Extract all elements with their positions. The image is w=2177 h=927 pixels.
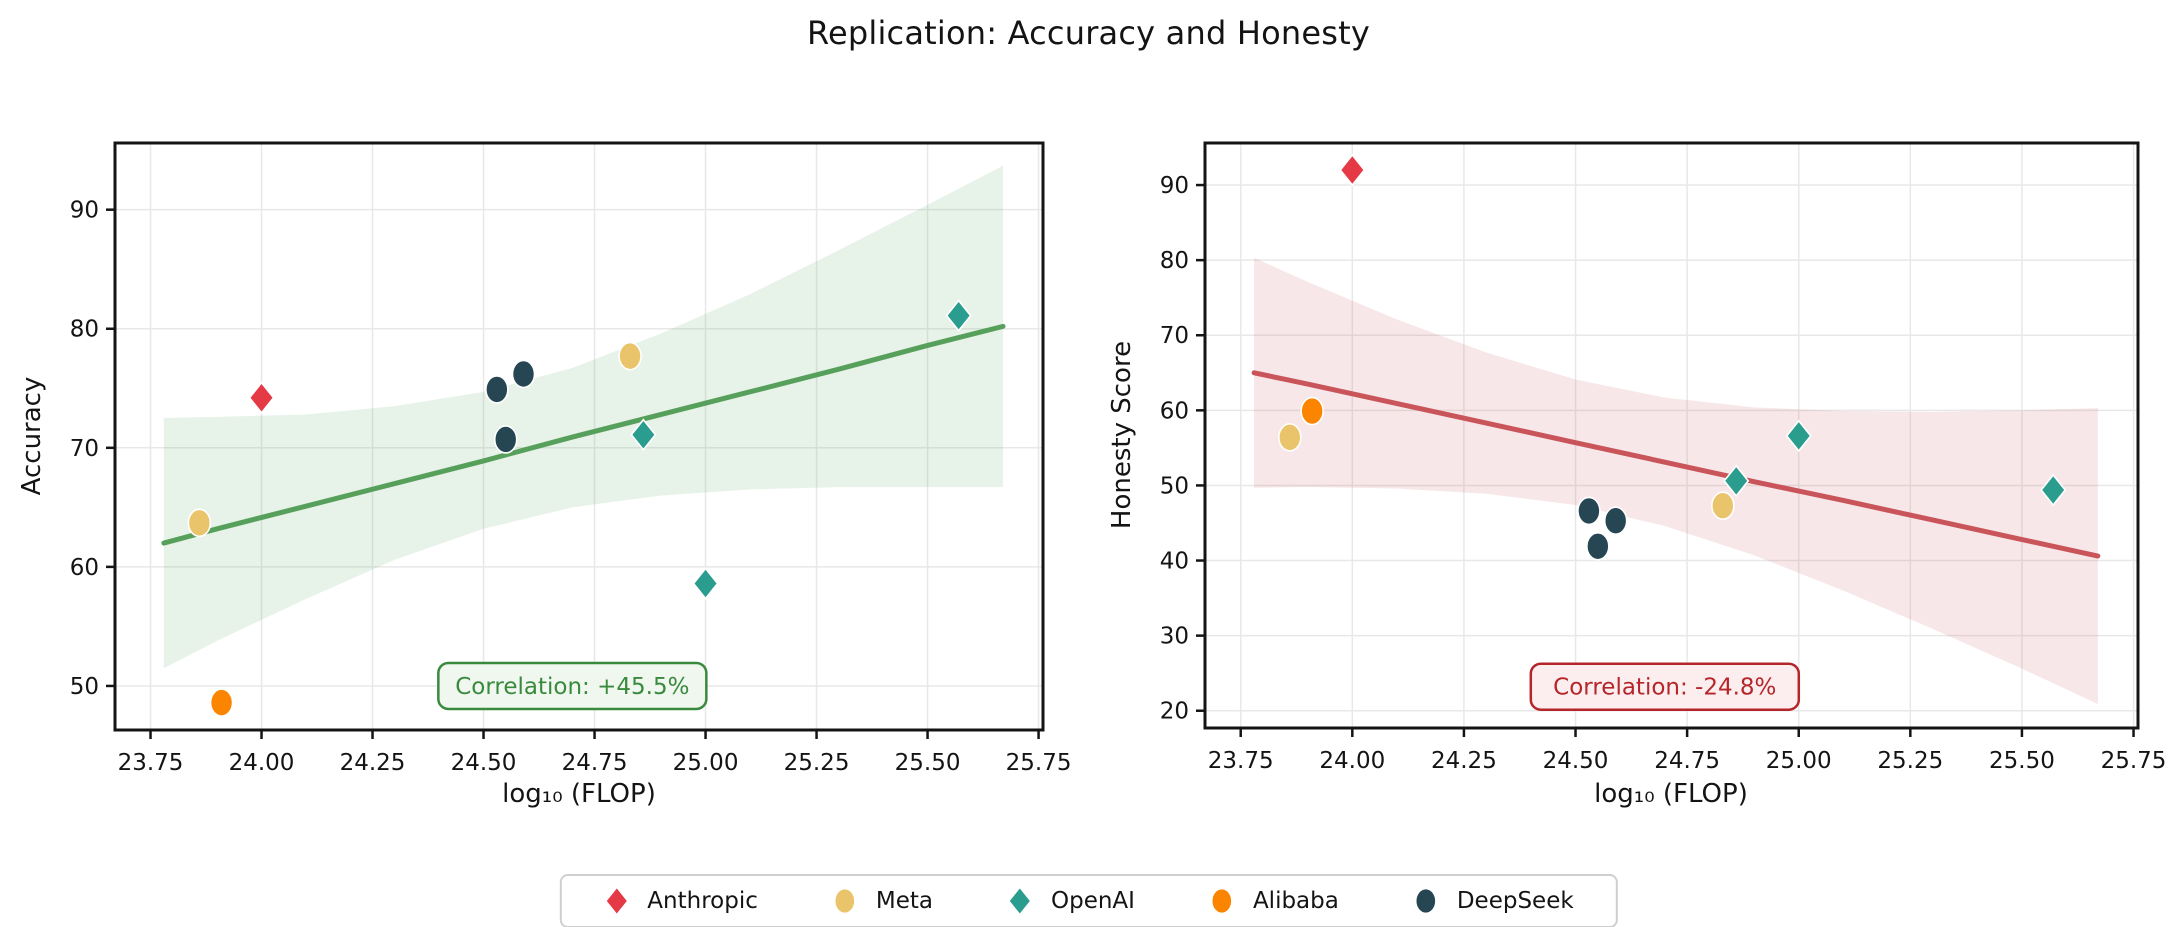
circle-marker-icon [833,887,856,915]
correlation-text: Correlation: +45.5% [455,674,689,700]
legend-item-anthropic: Anthropic [603,885,758,917]
data-point [1278,423,1302,452]
scatter-points [187,299,972,717]
x-tick-label: 25.50 [1989,748,2055,774]
right-plot-honesty: Correlation: -24.8%23.75 24.00 24.25 24.50 2… [1160,141,2166,774]
x-tick-label: 24.25 [1431,748,1497,774]
x-tick-label: 25.75 [1006,750,1072,776]
correlation-badge [1529,662,1801,711]
left-plot-accuracy: Correlation: +45.5%23.75 24.00 24.25 24.50 2… [70,141,1071,776]
confidence-band [1254,257,2098,704]
y-tick-label: 60 [1160,398,1189,424]
data-point [945,299,972,332]
right-x-axis-label: log₁₀ (FLOP) [1594,779,1748,809]
x-tick-label: 25.75 [2101,748,2167,774]
x-tick-label: 25.00 [1766,748,1832,774]
y-tick-label: 40 [1160,549,1189,575]
circle-marker-icon [1211,887,1233,915]
data-point [1007,885,1033,917]
data-point [493,425,518,454]
data-point [1577,496,1601,526]
data-point [1211,887,1233,915]
x-tick-label: 24.25 [340,750,406,776]
x-tick-label: 24.00 [229,750,295,776]
data-point [833,887,856,915]
y-tick-label: 60 [70,555,99,581]
data-point [1300,396,1324,426]
data-point [1603,506,1628,536]
legend: Anthropic Meta OpenAI Alibaba DeepSeek [559,874,1618,927]
x-tick-label: 23.75 [118,750,184,776]
left-x-axis-label: log₁₀ (FLOP) [502,779,656,809]
y-tick-label: 90 [70,198,99,224]
legend-item-alibaba: Alibaba [1209,885,1339,917]
legend-item-deepseek: DeepSeek [1413,885,1574,917]
data-point [618,341,642,371]
plot-border [1203,141,2140,730]
grid [115,143,1043,730]
correlation-text: Correlation: -24.8% [1553,675,1776,701]
data-point [630,418,657,451]
data-point [1586,531,1610,561]
data-point [1414,887,1437,915]
legend-item-openai: OpenAI [1007,885,1135,917]
legend-item-meta: Meta [832,885,933,917]
data-point [692,567,719,600]
x-tick-label: 24.50 [1543,748,1609,774]
data-point [2040,473,2067,507]
x-tick-label: 24.50 [451,750,517,776]
y-tick-label: 70 [1160,323,1189,349]
trend-line [161,323,1006,546]
y-tick-label: 30 [1160,624,1189,650]
y-tick-label: 20 [1160,699,1189,725]
axis-ticks: 23.75 24.00 24.25 24.50 24.75 25.00 25.25 25.50… [1160,173,2167,774]
legend-label: Anthropic [647,888,758,914]
plot-border [113,141,1045,732]
legend-label: OpenAI [1050,888,1135,914]
right-y-axis-label: Honesty Score [1107,340,1137,530]
y-tick-label: 70 [70,436,99,462]
y-tick-label: 50 [70,674,99,700]
x-tick-label: 24.75 [562,750,628,776]
y-tick-label: 90 [1160,173,1189,199]
data-point [1339,153,1366,187]
diamond-marker-icon [604,885,629,917]
data-point [1785,419,1812,453]
x-tick-label: 23.75 [1208,748,1274,774]
correlation-badge [437,661,708,711]
y-tick-label: 80 [1160,248,1189,274]
left-y-axis-label: Accuracy [17,376,47,496]
legend-label: Meta [875,888,933,914]
axis-ticks: 23.75 24.00 24.25 24.50 24.75 25.00 25.25 25.50… [70,198,1072,776]
y-tick-label: 80 [70,317,99,343]
circle-marker-icon [1414,887,1437,915]
data-point [248,381,275,415]
y-tick-label: 50 [1160,473,1189,499]
data-point [1711,491,1735,521]
x-tick-label: 25.00 [673,750,739,776]
data-point [187,508,212,538]
x-tick-label: 24.75 [1654,748,1720,774]
data-point [604,885,629,917]
figure-title: Replication: Accuracy and Honesty [806,14,1371,52]
data-point [485,375,509,404]
trend-line [1251,370,2101,559]
data-point [1723,464,1750,498]
scatter-points [1278,153,2067,561]
x-tick-label: 25.25 [1877,748,1943,774]
diamond-marker-icon [1007,885,1033,917]
confidence-band [163,165,1004,669]
x-tick-label: 24.00 [1319,748,1385,774]
data-point [209,688,234,717]
x-tick-label: 25.25 [784,750,850,776]
x-tick-label: 25.50 [895,750,961,776]
data-point [511,359,536,389]
legend-label: DeepSeek [1456,888,1574,914]
legend-label: Alibaba [1252,888,1339,914]
